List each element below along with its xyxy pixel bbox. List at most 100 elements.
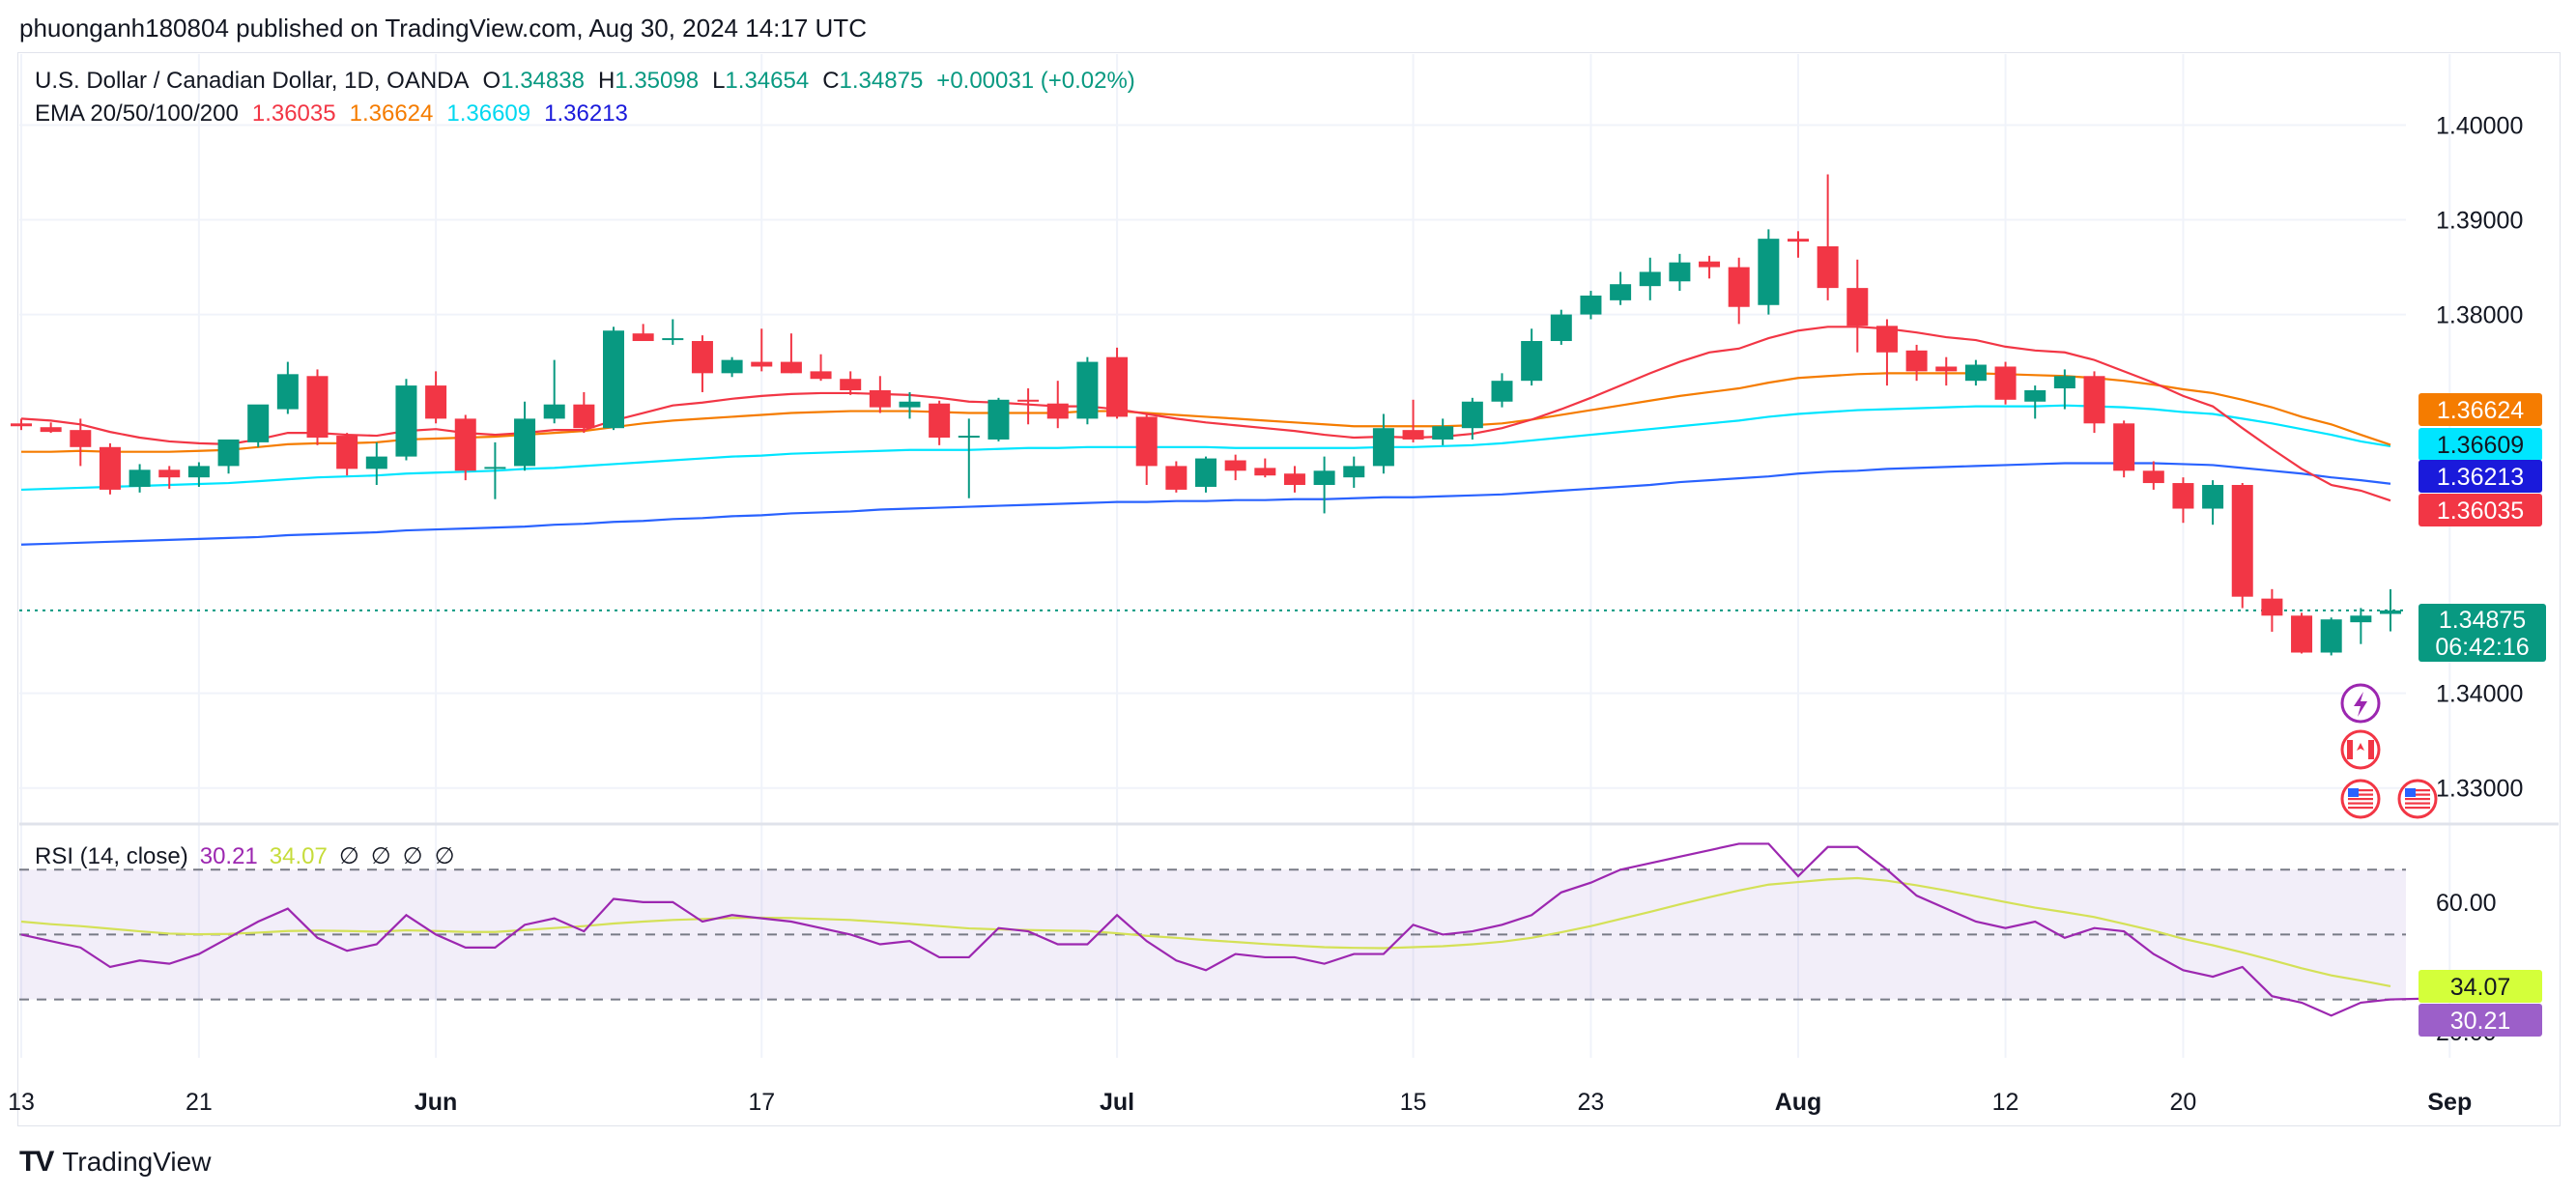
candle-body bbox=[2024, 389, 2046, 402]
time-axis-label: 12 bbox=[1992, 1089, 2019, 1116]
candle-body bbox=[484, 467, 506, 469]
candle-body bbox=[2231, 485, 2253, 597]
symbol-title: U.S. Dollar / Canadian Dollar, 1D, OANDA bbox=[35, 68, 470, 94]
candle-body bbox=[129, 469, 151, 487]
chart-frame bbox=[17, 52, 2561, 1126]
flag-stripe bbox=[2348, 807, 2373, 810]
candle-body bbox=[869, 389, 891, 408]
candle-body bbox=[425, 385, 447, 419]
ema200-tag-box bbox=[2419, 460, 2542, 493]
candle bbox=[1165, 461, 1188, 493]
candle-body bbox=[929, 403, 951, 438]
flag-stripe bbox=[2405, 789, 2430, 792]
rsi-band bbox=[19, 868, 2406, 1001]
candle-body bbox=[395, 385, 417, 457]
candle-body bbox=[1817, 245, 1839, 289]
candle bbox=[514, 401, 536, 471]
candle-body bbox=[1402, 430, 1424, 440]
candle bbox=[2231, 483, 2253, 609]
candle bbox=[899, 391, 921, 419]
candle-body bbox=[1699, 261, 1721, 268]
candle-body bbox=[1846, 288, 1869, 327]
candle bbox=[2142, 461, 2164, 490]
candle-body bbox=[2350, 615, 2372, 623]
candle bbox=[2172, 477, 2194, 524]
candle bbox=[247, 404, 270, 447]
rsi-axis-label: 60.00 bbox=[2436, 890, 2497, 917]
candle bbox=[1461, 397, 1483, 440]
flag-stripe bbox=[2348, 798, 2373, 801]
publisher-header: phuonganh180804 published on TradingView… bbox=[19, 14, 867, 43]
candle-body bbox=[2380, 610, 2401, 614]
candle-body bbox=[187, 466, 210, 478]
candle bbox=[395, 379, 417, 461]
candle bbox=[2291, 612, 2313, 654]
candle bbox=[1875, 319, 1898, 386]
change-value: +0.00031 (+0.02%) bbox=[936, 68, 1135, 94]
candle-body bbox=[987, 399, 1010, 440]
candle bbox=[1846, 259, 1869, 353]
candle bbox=[306, 369, 329, 445]
candle bbox=[11, 418, 32, 431]
candle-body bbox=[1550, 314, 1572, 342]
candle-body bbox=[1580, 295, 1602, 315]
candle bbox=[632, 324, 654, 342]
flag-stripe bbox=[2348, 793, 2373, 796]
ema100-tag: 1.36609 bbox=[2419, 428, 2542, 461]
candle bbox=[603, 327, 624, 431]
candle-body bbox=[99, 446, 121, 490]
candle-body bbox=[158, 469, 181, 478]
brand-name: TradingView bbox=[62, 1147, 212, 1177]
candle bbox=[99, 442, 121, 495]
candle-body bbox=[1017, 399, 1040, 402]
candle bbox=[1343, 456, 1365, 488]
time-axis-label: 13 bbox=[8, 1089, 35, 1116]
rsi-ma-value: 34.07 bbox=[269, 843, 328, 869]
candle-body bbox=[573, 404, 595, 429]
last-price-box bbox=[2419, 604, 2546, 662]
time-axis-label: 21 bbox=[186, 1089, 213, 1116]
ema200-value: 1.36213 bbox=[544, 100, 628, 127]
candle-body bbox=[1964, 364, 1987, 382]
price-legend: U.S. Dollar / Canadian Dollar, 1D, OANDA… bbox=[35, 68, 1149, 95]
ema50-tag: 1.36624 bbox=[2419, 393, 2542, 426]
tradingview-logo-icon: TV bbox=[19, 1146, 54, 1178]
candle-body bbox=[1195, 458, 1216, 487]
us-flag-icon bbox=[2340, 779, 2381, 819]
candle bbox=[276, 361, 299, 414]
candle-body bbox=[1521, 341, 1543, 382]
candle-body bbox=[1283, 473, 1305, 486]
candle bbox=[662, 319, 684, 345]
candle-body bbox=[1461, 401, 1483, 429]
candle-body bbox=[1994, 366, 2017, 400]
candle-body bbox=[2261, 598, 2283, 616]
candle bbox=[1728, 257, 1750, 325]
candle-body bbox=[1610, 284, 1632, 300]
rsi-ma-line bbox=[20, 876, 2391, 987]
candle bbox=[70, 418, 92, 467]
candle-body bbox=[899, 401, 921, 408]
candle bbox=[158, 466, 181, 489]
time-axis-label: 17 bbox=[748, 1089, 775, 1116]
ema200-tag-text: 1.36213 bbox=[2437, 464, 2524, 491]
candle bbox=[929, 400, 951, 445]
close-label: C bbox=[822, 68, 840, 94]
brand[interactable]: TV TradingView bbox=[19, 1146, 211, 1179]
candle-body bbox=[2291, 615, 2313, 653]
ema-legend: EMA 20/50/100/200 1.36035 1.36624 1.36609 1.… bbox=[35, 100, 642, 128]
candle bbox=[1580, 291, 1602, 320]
candle-body bbox=[1788, 239, 1809, 242]
candle-body bbox=[958, 436, 980, 439]
candle bbox=[1639, 257, 1661, 300]
rsi-value: 30.21 bbox=[199, 843, 258, 869]
candle bbox=[1076, 356, 1099, 425]
candle-body bbox=[1165, 466, 1188, 490]
candle-body bbox=[1935, 366, 1958, 372]
high-label: H bbox=[597, 68, 615, 94]
rsi-tag-box bbox=[2419, 1004, 2542, 1037]
rsi-label: RSI (14, close) bbox=[35, 843, 188, 869]
candle bbox=[573, 391, 595, 434]
candle bbox=[1788, 231, 1809, 258]
